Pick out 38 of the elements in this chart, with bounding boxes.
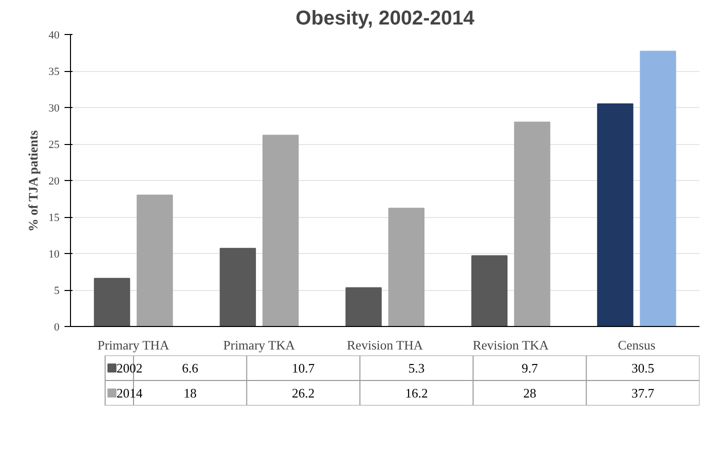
data-label: 30.5 (632, 360, 654, 376)
data-label: 18 (184, 386, 197, 400)
y-tick-label: 40 (48, 30, 60, 42)
bar (94, 278, 130, 326)
y-tick-label: 0 (54, 322, 60, 334)
y-tick-label: 20 (48, 176, 60, 188)
x-tick-label: Primary TKA (223, 338, 296, 352)
x-tick-label: Census (618, 338, 656, 352)
x-tick-label: Revision THA (346, 338, 424, 352)
legend-label: 2002 (116, 360, 142, 376)
bar (262, 134, 299, 326)
data-label: 10.7 (292, 360, 316, 376)
bar (640, 50, 676, 326)
data-label: 5.3 (408, 360, 425, 376)
bar (514, 122, 550, 326)
y-tick-label: 10 (48, 248, 60, 260)
x-tick-label: Revision TKA (472, 338, 550, 352)
y-tick-label: 35 (48, 66, 60, 78)
bar (220, 248, 256, 326)
data-label: 26.2 (292, 386, 315, 400)
data-label: 6.6 (182, 360, 199, 376)
y-tick-label: 15 (48, 212, 60, 224)
bar (388, 208, 424, 326)
bar (597, 103, 634, 326)
legend-label: 2014 (116, 386, 143, 400)
chart-title: Obesity, 2002-2014 (296, 8, 476, 30)
x-tick-label: Primary THA (97, 338, 170, 352)
bar (346, 287, 382, 326)
y-axis-title: % of TJA patients (26, 130, 40, 232)
data-label: 9.7 (522, 360, 538, 376)
y-tick-label: 5 (54, 285, 60, 297)
data-label: 28 (523, 386, 536, 400)
bar (471, 255, 508, 326)
data-label: 16.2 (405, 386, 428, 400)
data-label: 37.7 (632, 386, 655, 400)
bar (136, 194, 173, 326)
y-tick-label: 25 (48, 139, 60, 151)
y-tick-label: 30 (48, 102, 60, 114)
